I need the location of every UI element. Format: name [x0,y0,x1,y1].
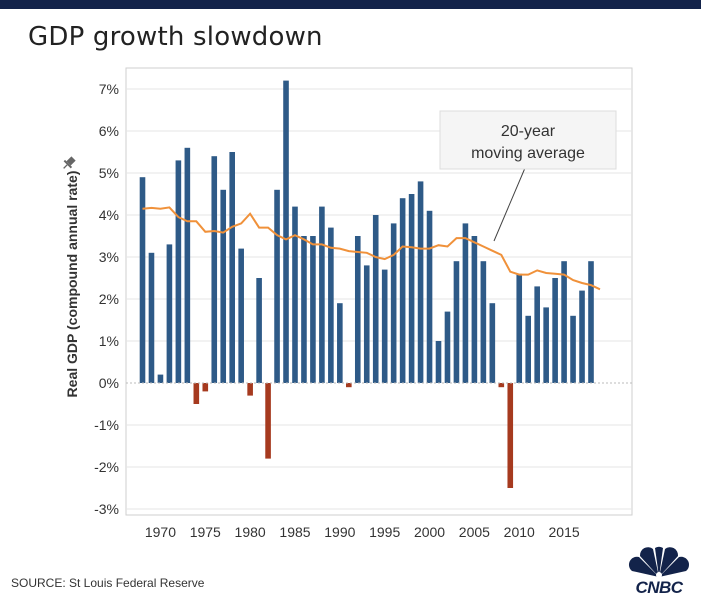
annotation-leader [493,167,526,242]
y-tick-label: 4% [99,207,119,223]
y-tick-label: 3% [99,249,119,265]
gdp-bar [247,383,253,396]
y-tick-label: -1% [94,417,119,433]
y-tick-label: 2% [99,291,119,307]
gdp-bar [516,273,523,383]
gdp-bar [444,311,451,383]
pin-icon[interactable] [60,155,77,172]
plot-frame [125,67,633,516]
y-tick-label: 6% [99,123,119,139]
gdp-bar [193,383,200,404]
gdp-bar [552,278,558,383]
gdp-bar [480,261,487,383]
header-bar [0,0,701,9]
gdp-bar [229,152,235,383]
logo-text: CNBC [635,578,683,597]
gdp-bar [543,307,549,383]
gdp-bar [211,156,218,383]
y-tick-label: 1% [99,333,119,349]
x-tick-label: 2015 [549,524,580,540]
gdp-bar [471,236,478,383]
gdp-bar [202,383,209,392]
annotation-line-1: 20-year [501,123,556,140]
y-tick-label: -2% [94,459,119,475]
annotation-box [439,110,617,170]
y-axis-label: Real GDP (compound annual rate) [64,171,80,398]
gdp-bar [274,189,280,383]
moving-average-line [142,206,601,291]
gdp-bar [498,383,505,388]
gdp-bar [328,227,334,383]
bars [139,80,594,488]
gdp-bar [390,223,397,383]
cnbc-logo: CNBC [624,541,694,597]
gdp-bar [256,278,262,383]
gdp-bar [525,315,532,383]
y-tick-label: 5% [99,165,119,181]
gdp-bar [399,198,406,383]
source-note: SOURCE: St Louis Federal Reserve [11,576,205,590]
gdp-bar [426,210,433,383]
gdp-bar [283,80,289,383]
x-tick-label: 2005 [459,524,490,540]
gdp-bar [238,248,244,383]
y-tick-label: 7% [99,81,119,97]
x-tick-label: 1995 [369,524,400,540]
gdp-bar [570,315,576,383]
x-tick-label: 1985 [279,524,310,540]
gdp-bar [489,303,496,383]
gdp-bar [319,206,325,383]
gdp-bar [372,215,379,383]
y-tick-labels: -3% -2% -1% 0% 1% 2% 3% 4% 5% 6% 7% [94,81,119,517]
gdp-bar [292,206,298,383]
gdp-bar [462,223,469,383]
x-tick-label: 2000 [414,524,445,540]
gdp-bar [184,147,191,383]
y-tick-label: 0% [99,375,119,391]
annotation-line-2: moving average [471,145,585,162]
gdp-bar [363,265,370,383]
gdp-bar [417,181,424,383]
y-tick-label: -3% [94,501,119,517]
gdp-bar [354,236,361,383]
gdp-bar [408,194,415,383]
x-tick-label: 1990 [324,524,355,540]
x-tick-label: 2010 [504,524,535,540]
gdp-bar [534,286,540,383]
gdp-bar [346,383,352,388]
gdp-bar [139,177,146,383]
gdp-bar [265,383,271,459]
peacock-icon [628,546,690,578]
x-tick-labels: 1970 1975 1980 1985 1990 1995 2000 2005 2010 2015 [145,524,580,540]
gdp-bar [579,290,585,383]
gdp-bar [381,269,388,383]
gdp-bar [337,303,343,383]
gdp-bar [588,261,594,383]
gdp-bar [148,252,155,383]
gdp-bar [157,374,164,383]
gdp-bar [166,244,173,383]
gdp-bar [310,236,316,383]
x-tick-label: 1975 [190,524,221,540]
chart-title: GDP growth slowdown [28,22,323,52]
gdp-bar [301,236,307,383]
x-tick-label: 1970 [145,524,176,540]
gdp-bar [175,160,182,383]
gdp-bar [435,341,442,383]
gdp-bar [507,383,514,488]
gdp-bar [561,261,567,383]
x-tick-label: 1980 [235,524,266,540]
gdp-bar [220,189,227,383]
gdp-bar [453,261,460,383]
